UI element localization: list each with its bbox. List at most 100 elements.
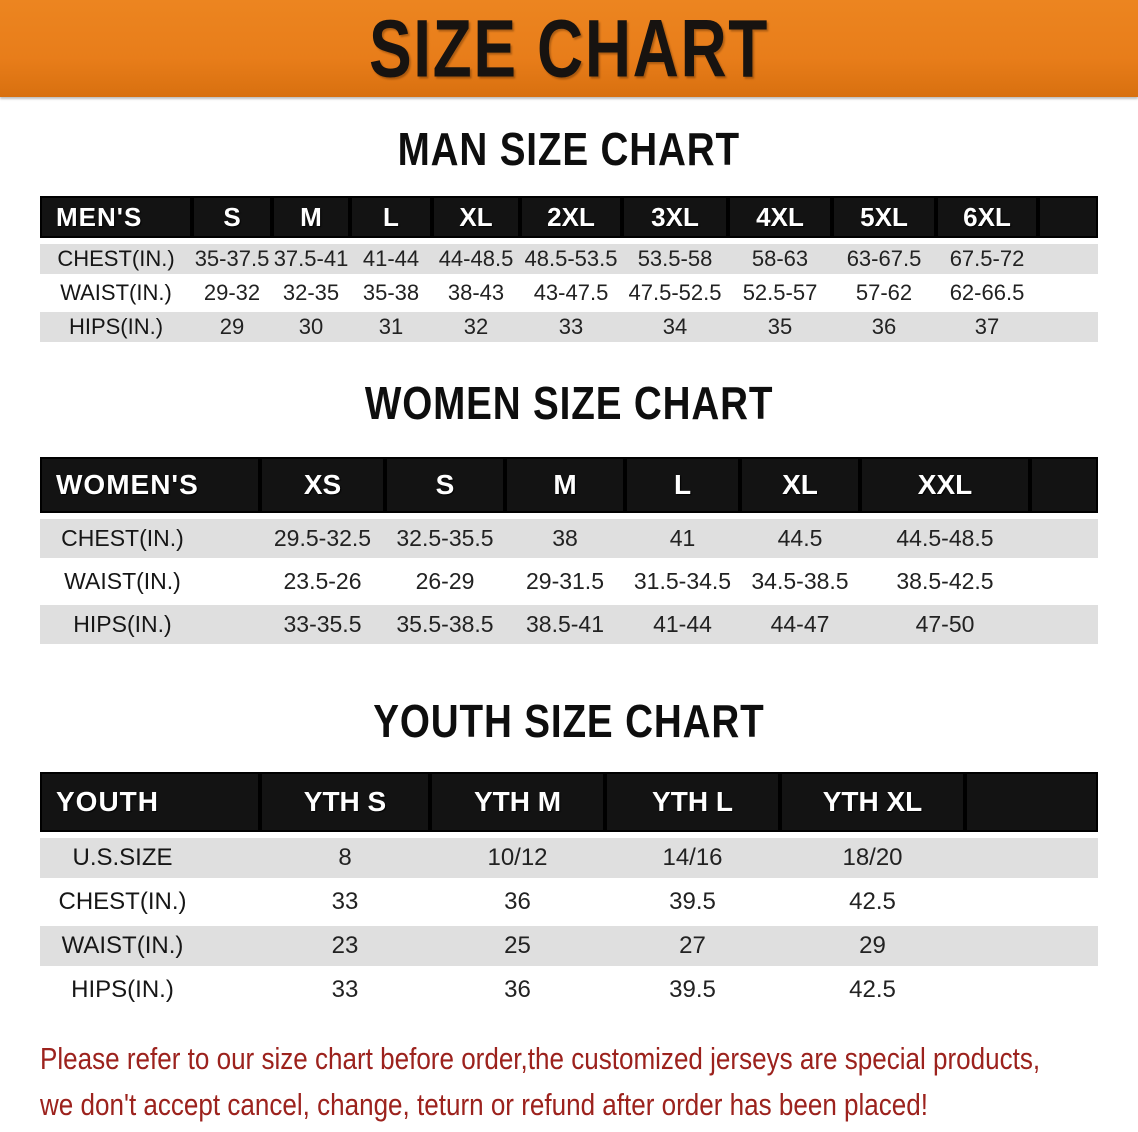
table-cell: 18/20 [780,836,965,880]
table-cell: 25 [430,924,605,968]
table-cell: 29-31.5 [505,560,625,603]
men-header-label: MEN'S [40,196,192,242]
table-cell: 35.5-38.5 [385,603,505,646]
table-cell: 34.5-38.5 [740,560,860,603]
table-row: CHEST(IN.) 33 36 39.5 42.5 [40,880,1098,924]
men-size-table: MEN'S S M L XL 2XL 3XL 4XL 5XL 6XL CHEST… [40,196,1098,344]
column-header: S [192,196,272,242]
table-cell: 44.5 [740,517,860,560]
table-cell: 44.5-48.5 [860,517,1030,560]
table-cell: 32-35 [272,276,350,310]
row-label: WAIST(IN.) [40,924,260,968]
banner: SIZE CHART [0,0,1138,97]
filler-cell [1030,517,1098,560]
filler-cell [1038,196,1098,242]
youth-size-table: YOUTH YTH S YTH M YTH L YTH XL U.S.SIZE … [40,772,1098,1012]
column-header: 6XL [936,196,1038,242]
women-size-table: WOMEN'S XS S M L XL XXL CHEST(IN.) 29.5-… [40,457,1098,646]
table-cell: 48.5-53.5 [520,242,622,276]
column-header: XL [740,457,860,517]
column-header: M [505,457,625,517]
column-header: S [385,457,505,517]
table-row: HIPS(IN.) 33-35.5 35.5-38.5 38.5-41 41-4… [40,603,1098,646]
column-header: M [272,196,350,242]
column-header: 5XL [832,196,936,242]
row-label: CHEST(IN.) [40,517,260,560]
table-cell: 23.5-26 [260,560,385,603]
table-cell: 41-44 [350,242,432,276]
table-cell: 23 [260,924,430,968]
table-cell: 33 [520,310,622,344]
column-header: YTH M [430,772,605,836]
table-cell: 37 [936,310,1038,344]
table-row: HIPS(IN.) 33 36 39.5 42.5 [40,968,1098,1012]
filler-cell [965,772,1098,836]
column-header: L [350,196,432,242]
youth-chart-heading-text: YOUTH SIZE CHART [373,695,765,747]
table-row: WAIST(IN.) 23.5-26 26-29 29-31.5 31.5-34… [40,560,1098,603]
banner-title: SIZE CHART [369,2,769,94]
column-header: YTH XL [780,772,965,836]
table-cell: 31.5-34.5 [625,560,740,603]
table-row: CHEST(IN.) 35-37.5 37.5-41 41-44 44-48.5… [40,242,1098,276]
filler-cell [965,924,1098,968]
table-cell: 62-66.5 [936,276,1038,310]
table-cell: 43-47.5 [520,276,622,310]
women-chart-heading-text: WOMEN SIZE CHART [364,377,774,429]
row-label: CHEST(IN.) [40,242,192,276]
table-cell: 39.5 [605,968,780,1012]
men-header-row: MEN'S S M L XL 2XL 3XL 4XL 5XL 6XL [40,196,1098,242]
table-cell: 67.5-72 [936,242,1038,276]
table-cell: 33 [260,968,430,1012]
row-label: WAIST(IN.) [40,560,260,603]
filler-cell [965,880,1098,924]
table-cell: 30 [272,310,350,344]
table-cell: 29-32 [192,276,272,310]
table-cell: 26-29 [385,560,505,603]
women-header-label: WOMEN'S [40,457,260,517]
row-label: WAIST(IN.) [40,276,192,310]
youth-header-label: YOUTH [40,772,260,836]
table-cell: 53.5-58 [622,242,728,276]
table-cell: 34 [622,310,728,344]
table-cell: 42.5 [780,968,965,1012]
table-cell: 44-48.5 [432,242,520,276]
disclaimer-line-1: Please refer to our size chart before or… [40,1041,1041,1076]
table-cell: 36 [832,310,936,344]
table-cell: 29.5-32.5 [260,517,385,560]
table-cell: 38.5-42.5 [860,560,1030,603]
table-cell: 35 [728,310,832,344]
column-header: 3XL [622,196,728,242]
table-cell: 29 [780,924,965,968]
filler-cell [965,836,1098,880]
table-cell: 38 [505,517,625,560]
row-label: HIPS(IN.) [40,603,260,646]
filler-cell [1038,276,1098,310]
table-cell: 35-37.5 [192,242,272,276]
column-header: XL [432,196,520,242]
table-cell: 58-63 [728,242,832,276]
table-cell: 39.5 [605,880,780,924]
table-cell: 35-38 [350,276,432,310]
table-cell: 31 [350,310,432,344]
table-cell: 37.5-41 [272,242,350,276]
table-row: HIPS(IN.) 29 30 31 32 33 34 35 36 37 [40,310,1098,344]
table-cell: 42.5 [780,880,965,924]
table-cell: 38.5-41 [505,603,625,646]
row-label: U.S.SIZE [40,836,260,880]
row-label: HIPS(IN.) [40,968,260,1012]
table-cell: 32.5-35.5 [385,517,505,560]
table-cell: 14/16 [605,836,780,880]
column-header: 4XL [728,196,832,242]
youth-header-row: YOUTH YTH S YTH M YTH L YTH XL [40,772,1098,836]
table-cell: 47.5-52.5 [622,276,728,310]
table-cell: 33 [260,880,430,924]
table-cell: 33-35.5 [260,603,385,646]
disclaimer-note: Please refer to our size chart before or… [40,1036,1136,1128]
filler-cell [1038,242,1098,276]
row-label: CHEST(IN.) [40,880,260,924]
table-cell: 63-67.5 [832,242,936,276]
filler-cell [1030,603,1098,646]
table-cell: 27 [605,924,780,968]
